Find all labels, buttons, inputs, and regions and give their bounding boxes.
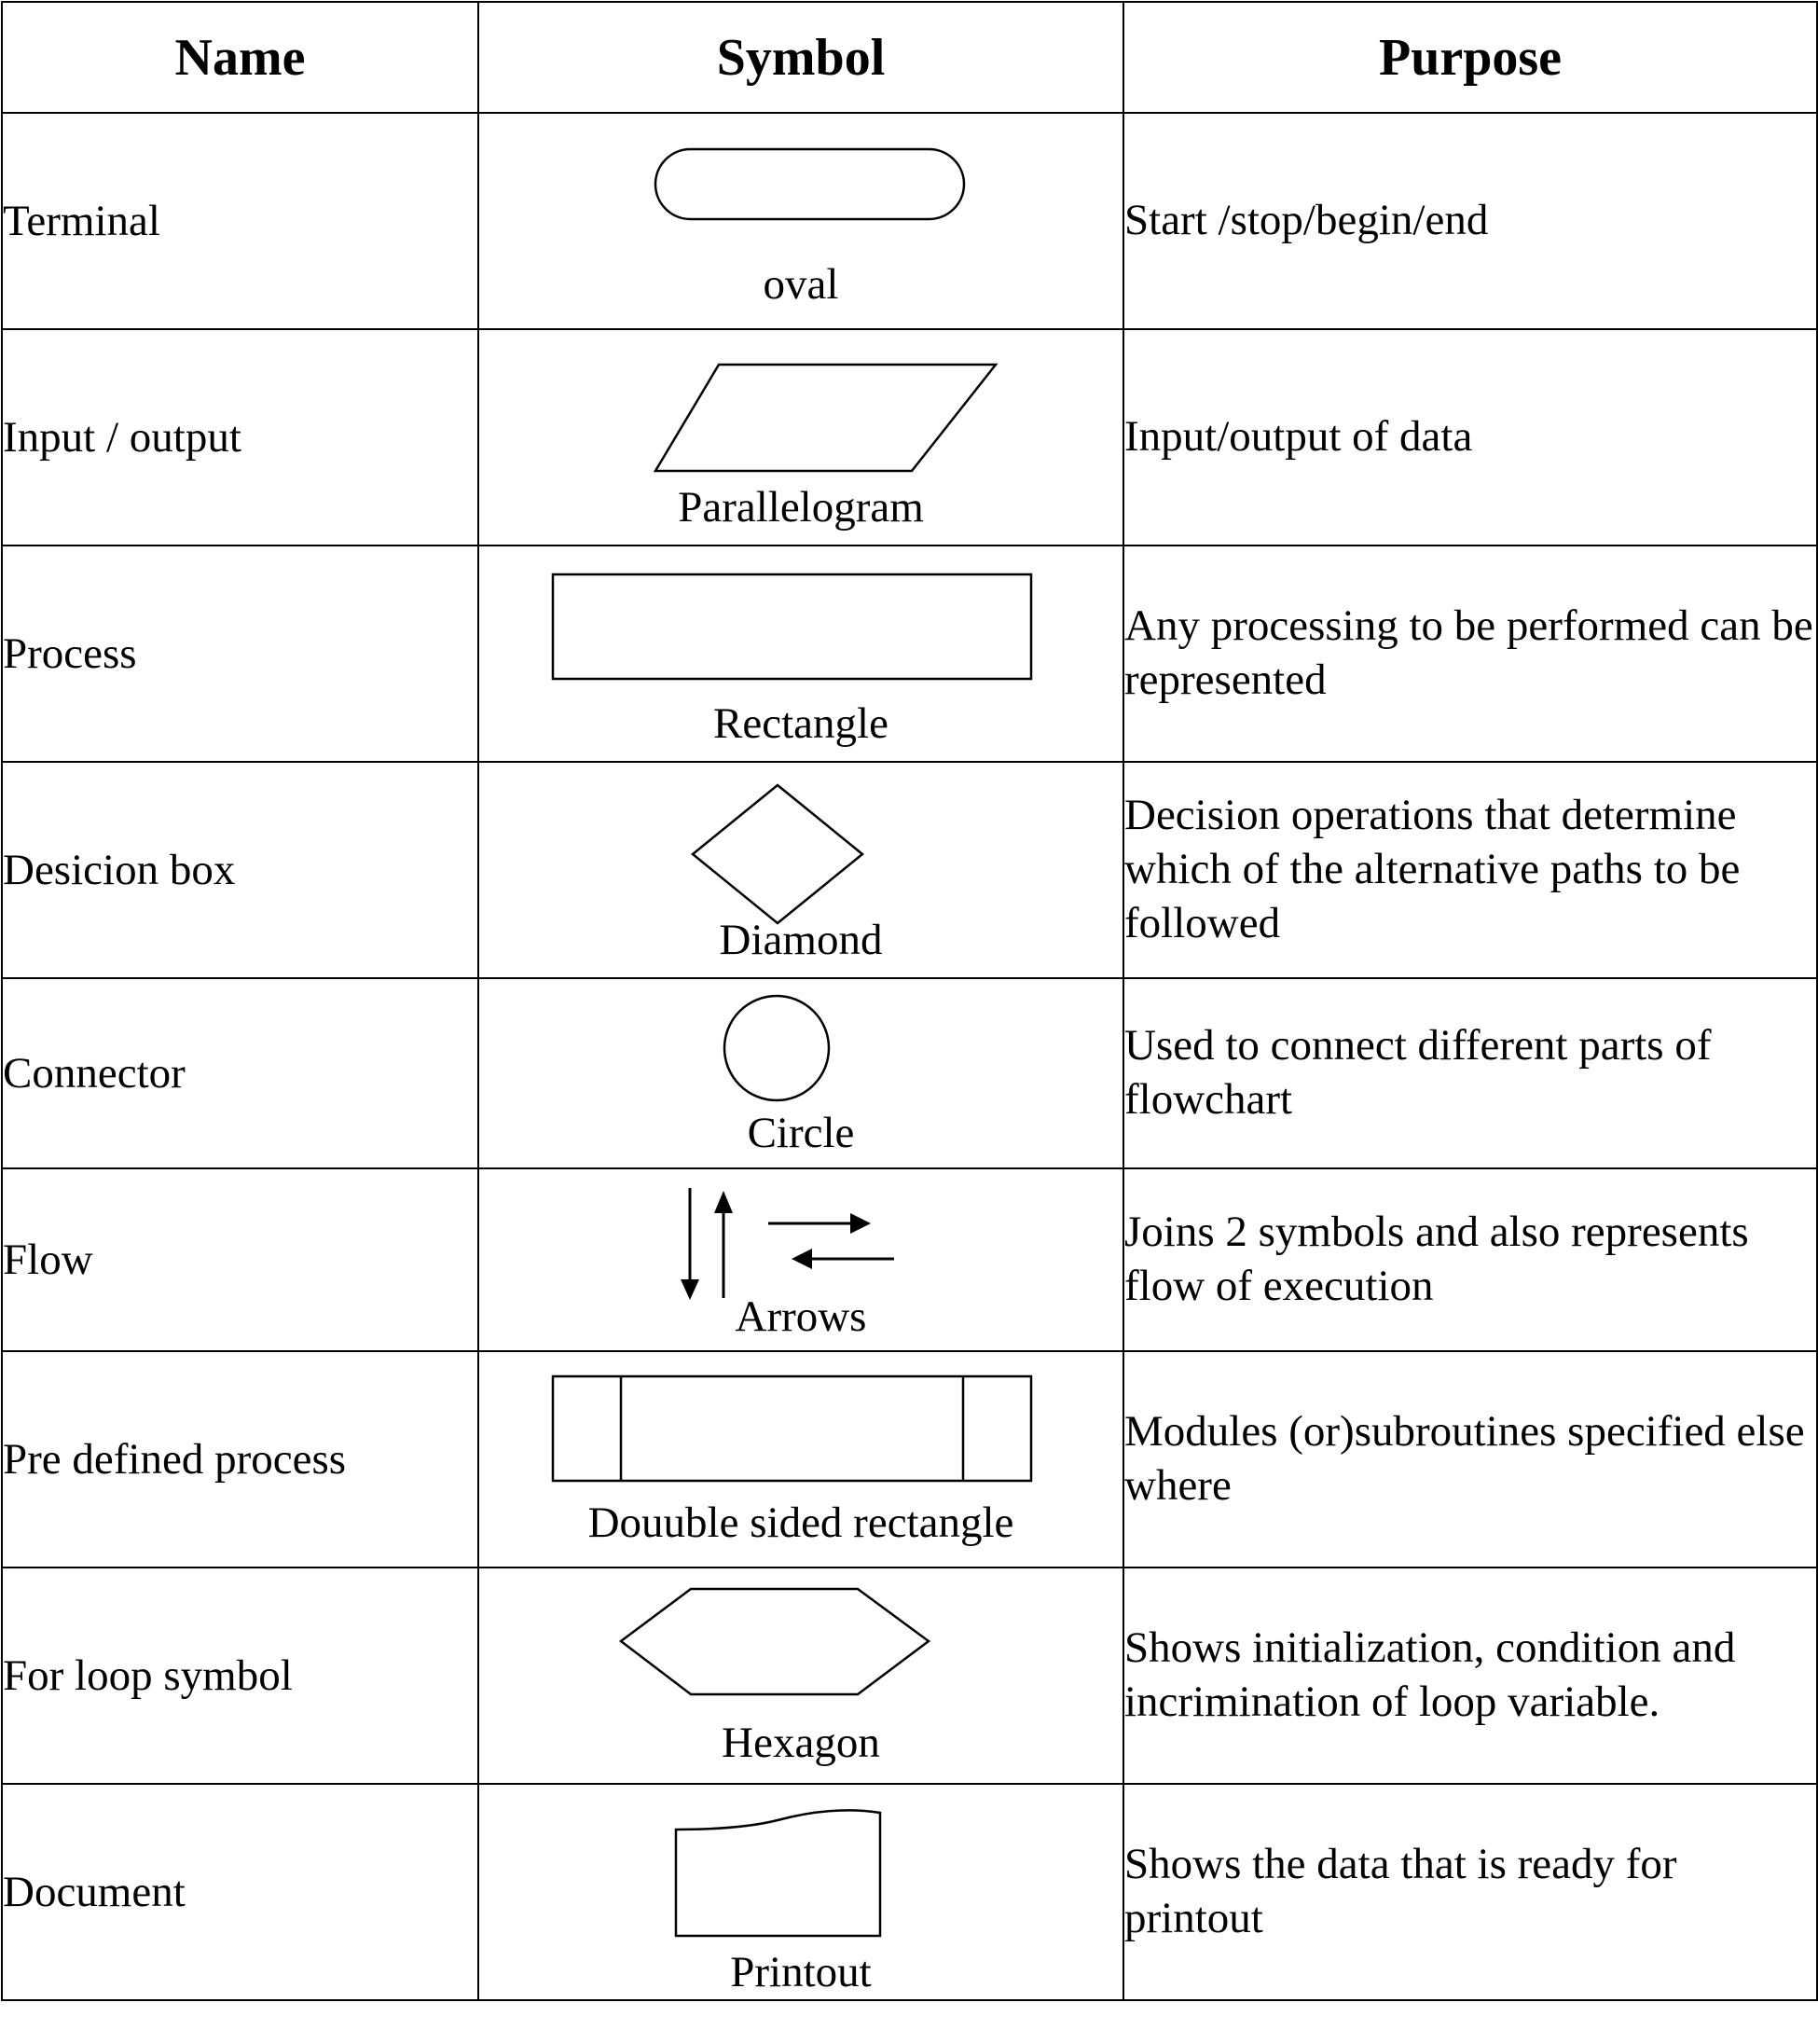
- row-symbol: oval: [477, 112, 1124, 330]
- row-name: Desicion box: [1, 761, 479, 979]
- row-symbol: Rectangle: [477, 545, 1124, 763]
- row-symbol: Douuble sided rectangle: [477, 1350, 1124, 1568]
- row-name: Pre defined process: [1, 1350, 479, 1568]
- table-row: Document Printout Shows the data that is…: [1, 1783, 1818, 2001]
- row-purpose: Decision operations that determine which…: [1122, 761, 1818, 979]
- row-name: Connector: [1, 977, 479, 1169]
- row-name: Process: [1, 545, 479, 763]
- row-symbol: Hexagon: [477, 1567, 1124, 1785]
- row-name: Terminal: [1, 112, 479, 330]
- row-purpose: Any processing to be performed can be re…: [1122, 545, 1818, 763]
- circle-icon: [723, 994, 831, 1102]
- rectangle-icon: [551, 573, 1033, 681]
- row-name: Input / output: [1, 328, 479, 546]
- header-name: Name: [1, 1, 479, 114]
- table-row: Connector Circle Used to connect differe…: [1, 977, 1818, 1169]
- symbol-label: Rectangle: [713, 699, 888, 748]
- row-symbol: Arrows: [477, 1167, 1124, 1352]
- symbol-label: Hexagon: [722, 1719, 880, 1767]
- row-purpose: Joins 2 symbols and also represents flow…: [1122, 1167, 1818, 1352]
- hexagon-icon: [618, 1587, 931, 1696]
- row-symbol: Printout: [477, 1783, 1124, 2001]
- diamond-icon: [691, 783, 864, 925]
- row-purpose: Used to connect different parts of flowc…: [1122, 977, 1818, 1169]
- row-purpose: Shows initialization, condition and incr…: [1122, 1567, 1818, 1785]
- symbol-label: Printout: [730, 1948, 872, 1996]
- table-row: For loop symbol Hexagon Shows initializa…: [1, 1567, 1818, 1785]
- arrows-icon: [681, 1188, 894, 1300]
- row-symbol: Diamond: [477, 761, 1124, 979]
- symbol-label: Parallelogram: [678, 483, 924, 532]
- header-row: Name Symbol Purpose: [1, 1, 1818, 114]
- flowchart-symbols-table: Name Symbol Purpose Terminal oval Start …: [1, 1, 1818, 2001]
- table-row: Terminal oval Start /stop/begin/end: [1, 112, 1818, 330]
- table-row: Pre defined process Douuble sided rectan…: [1, 1350, 1818, 1568]
- symbol-label: Diamond: [719, 916, 883, 964]
- double-sided-rectangle-icon: [551, 1374, 1033, 1483]
- row-name: Document: [1, 1783, 479, 2001]
- row-name: For loop symbol: [1, 1567, 479, 1785]
- row-purpose: Input/output of data: [1122, 328, 1818, 546]
- table-row: Desicion box Diamond Decision operations…: [1, 761, 1818, 979]
- document-icon: [674, 1809, 882, 1938]
- symbol-label: Circle: [747, 1109, 855, 1157]
- row-purpose: Start /stop/begin/end: [1122, 112, 1818, 330]
- row-purpose: Modules (or)subroutines specified else w…: [1122, 1350, 1818, 1568]
- header-purpose: Purpose: [1122, 1, 1818, 114]
- symbol-label: Douuble sided rectangle: [587, 1498, 1014, 1547]
- symbol-label: oval: [763, 260, 839, 309]
- table-row: Input / output Parallelogram Input/outpu…: [1, 328, 1818, 546]
- row-purpose: Shows the data that is ready for printou…: [1122, 1783, 1818, 2001]
- symbol-label: Arrows: [735, 1292, 867, 1341]
- oval-icon: [654, 147, 966, 221]
- table-row: Flow Arrows Joins 2 symbols and also rep…: [1, 1167, 1818, 1352]
- row-symbol: Circle: [477, 977, 1124, 1169]
- table-row: Process Rectangle Any processing to be p…: [1, 545, 1818, 763]
- row-symbol: Parallelogram: [477, 328, 1124, 546]
- parallelogram-icon: [653, 363, 999, 473]
- row-name: Flow: [1, 1167, 479, 1352]
- header-symbol: Symbol: [477, 1, 1124, 114]
